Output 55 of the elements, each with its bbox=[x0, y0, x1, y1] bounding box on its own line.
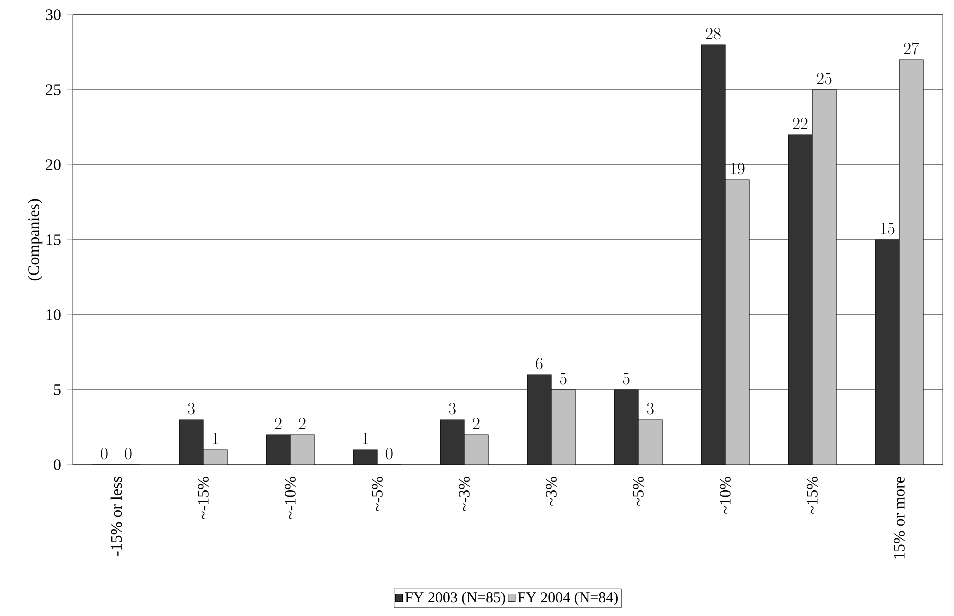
data-label: 25 bbox=[817, 72, 832, 85]
data-label: 2 bbox=[473, 418, 480, 430]
data-label: 3 bbox=[647, 402, 654, 415]
data-label: 2 bbox=[275, 418, 282, 430]
bar bbox=[614, 390, 639, 465]
data-label: 0 bbox=[125, 448, 132, 460]
bar bbox=[725, 180, 750, 465]
data-label: 3 bbox=[449, 402, 456, 415]
y-axis-title: (Companies) bbox=[28, 199, 43, 281]
y-tick-label: 20 bbox=[46, 160, 61, 170]
bar bbox=[638, 420, 663, 465]
legend-label: FY 2004 (N=84) bbox=[518, 592, 618, 606]
x-tick-label: ~-3% bbox=[459, 477, 470, 512]
data-label: 1 bbox=[363, 432, 368, 444]
y-tick-label: 5 bbox=[54, 384, 61, 396]
data-label: 19 bbox=[731, 162, 745, 175]
x-tick-label: -15% or less bbox=[110, 477, 122, 556]
data-label: 22 bbox=[793, 118, 808, 130]
data-label: 0 bbox=[386, 448, 393, 460]
x-tick-label: ~-5% bbox=[372, 477, 383, 512]
bar bbox=[179, 420, 204, 465]
x-tick-label: ~3% bbox=[546, 477, 557, 506]
bar bbox=[266, 434, 291, 465]
bar bbox=[812, 90, 837, 465]
data-label: 1 bbox=[213, 432, 218, 444]
data-label: 2 bbox=[299, 418, 306, 430]
x-tick-label: ~-10% bbox=[285, 477, 296, 520]
bar bbox=[551, 390, 576, 465]
legend-label: FY 2003 (N=85) bbox=[405, 592, 506, 606]
y-tick-label: 10 bbox=[46, 310, 61, 320]
bar bbox=[875, 240, 900, 465]
bar bbox=[527, 374, 552, 465]
data-label: 5 bbox=[560, 373, 567, 385]
data-label: 0 bbox=[101, 448, 108, 460]
y-tick-label: 0 bbox=[54, 460, 61, 470]
x-tick-label: ~-15% bbox=[198, 477, 209, 520]
y-tick-label: 30 bbox=[46, 10, 61, 20]
data-label: 27 bbox=[904, 42, 920, 55]
bar bbox=[899, 60, 924, 465]
y-tick-label: 15 bbox=[46, 234, 61, 246]
data-label: 5 bbox=[623, 373, 630, 385]
bar bbox=[701, 44, 726, 465]
bar bbox=[290, 434, 315, 465]
x-tick-label: 15% or more bbox=[894, 477, 905, 559]
data-label: 28 bbox=[706, 28, 721, 40]
x-tick-label: ~10% bbox=[720, 477, 731, 514]
data-label: 3 bbox=[188, 402, 195, 415]
bar bbox=[440, 420, 465, 465]
data-label: 6 bbox=[536, 358, 543, 370]
bar bbox=[788, 134, 813, 465]
y-tick-label: 25 bbox=[46, 84, 61, 96]
data-label: 15 bbox=[881, 222, 895, 235]
x-tick-label: ~5% bbox=[633, 477, 644, 506]
x-tick-label: ~15% bbox=[807, 477, 818, 514]
bar bbox=[464, 434, 489, 465]
